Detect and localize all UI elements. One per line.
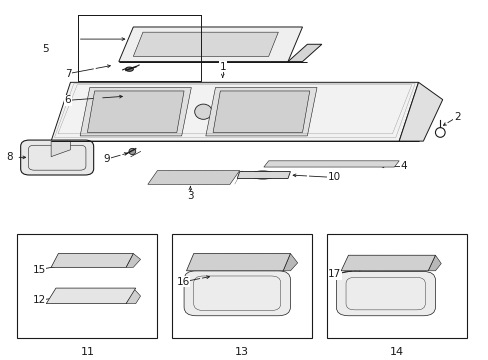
Bar [172, 234, 311, 338]
Polygon shape [51, 82, 418, 141]
Text: 8: 8 [6, 152, 12, 162]
FancyBboxPatch shape [336, 271, 435, 316]
Text: 17: 17 [327, 269, 341, 279]
Polygon shape [51, 253, 133, 267]
Text: 12: 12 [32, 295, 45, 305]
Ellipse shape [264, 36, 282, 53]
Polygon shape [119, 27, 302, 62]
Polygon shape [341, 255, 435, 271]
Ellipse shape [250, 171, 275, 179]
FancyBboxPatch shape [183, 271, 290, 316]
Polygon shape [51, 141, 70, 157]
Polygon shape [126, 288, 140, 303]
FancyBboxPatch shape [193, 276, 280, 311]
Text: 9: 9 [103, 154, 110, 164]
FancyBboxPatch shape [20, 140, 94, 175]
Polygon shape [80, 87, 191, 136]
Ellipse shape [129, 36, 146, 53]
Polygon shape [87, 91, 183, 132]
Ellipse shape [194, 104, 212, 119]
Polygon shape [147, 171, 239, 184]
Text: 1: 1 [219, 62, 225, 72]
Text: 15: 15 [32, 265, 45, 275]
FancyBboxPatch shape [346, 277, 425, 310]
Polygon shape [213, 91, 309, 132]
Polygon shape [133, 32, 278, 57]
Polygon shape [283, 253, 297, 271]
Text: 16: 16 [176, 277, 189, 287]
Ellipse shape [125, 67, 133, 71]
Bar [17, 234, 157, 338]
Text: 2: 2 [453, 112, 460, 122]
Text: 10: 10 [326, 172, 340, 183]
FancyBboxPatch shape [28, 145, 86, 170]
Polygon shape [427, 255, 440, 271]
Polygon shape [205, 87, 316, 136]
Text: 5: 5 [42, 45, 49, 54]
Text: 4: 4 [400, 161, 407, 171]
Polygon shape [264, 161, 398, 167]
Polygon shape [126, 253, 140, 267]
Text: 3: 3 [186, 192, 193, 202]
Text: 14: 14 [389, 347, 403, 357]
Text: 7: 7 [64, 69, 71, 79]
Text: 13: 13 [235, 347, 248, 357]
Polygon shape [398, 82, 442, 141]
Polygon shape [237, 172, 290, 179]
Polygon shape [186, 253, 290, 271]
Polygon shape [46, 288, 136, 303]
Polygon shape [287, 44, 321, 62]
Bar [326, 234, 466, 338]
Text: 11: 11 [80, 347, 94, 357]
Ellipse shape [129, 148, 136, 154]
Text: 6: 6 [64, 95, 71, 105]
